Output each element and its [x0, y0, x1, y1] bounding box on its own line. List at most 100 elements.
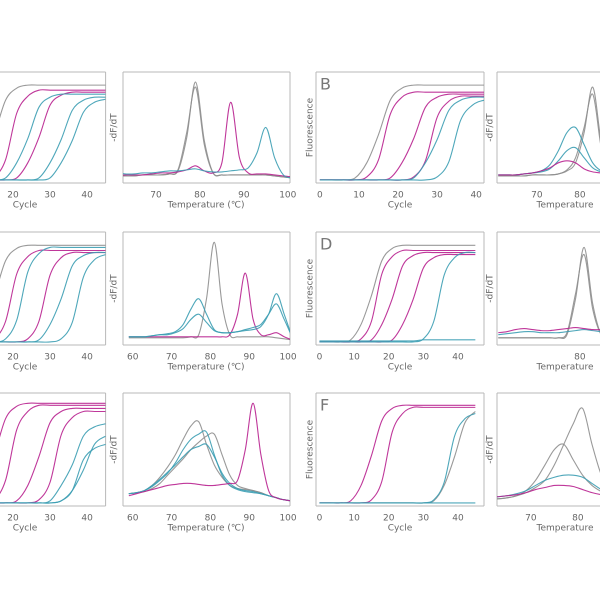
y-axis-label: -dF/dT: [110, 113, 120, 142]
x-tick-label: 60: [127, 353, 139, 363]
curve: [319, 244, 476, 343]
x-tick-label: 30: [431, 191, 443, 201]
x-tick-label: 20: [383, 353, 395, 363]
curve: [319, 251, 476, 343]
x-tick-label: 100: [279, 353, 296, 363]
x-tick-label: 20: [7, 191, 19, 201]
plot-area: [128, 241, 290, 341]
x-axis-label: Cycle: [13, 363, 38, 373]
panel: 0 10 20 30 40 Cycle Fluorescence D: [306, 231, 485, 373]
curve: [0, 98, 106, 181]
panel: 20 30 40 Cycle: [0, 231, 107, 373]
curve: [0, 89, 106, 172]
x-tick-label: 20: [7, 514, 19, 524]
panel: 0 10 20 30 40 Cycle Fluorescence B: [306, 71, 485, 211]
x-tick-label: 40: [81, 191, 93, 201]
curve: [0, 249, 106, 334]
curve: [319, 411, 476, 504]
panel: 70 80 90 100 Temperature (℃) -dF/dT: [110, 71, 297, 211]
x-tick-label: 40: [81, 514, 93, 524]
curve: [498, 254, 600, 339]
x-axis-label: Temperature: [535, 201, 593, 211]
y-axis-label: Fluorescence: [306, 419, 316, 479]
panel: 60 70 80 90 100 Temperature (℃) -dF/dT: [110, 231, 297, 373]
x-tick-label: 30: [418, 514, 430, 524]
curve: [498, 86, 600, 177]
plot-area: [128, 402, 290, 502]
x-tick-label: 80: [574, 191, 586, 201]
curve: [0, 404, 106, 495]
x-tick-label: 70: [525, 514, 537, 524]
curve: [123, 86, 290, 179]
curve: [123, 126, 290, 179]
y-axis-label: -dF/dT: [486, 435, 496, 464]
curve: [0, 246, 106, 343]
curve: [497, 407, 600, 500]
x-tick-label: 20: [7, 353, 19, 363]
curve: [128, 272, 290, 340]
x-axis-label: Temperature: [535, 363, 593, 373]
curve: [0, 84, 106, 119]
x-tick-label: 30: [44, 191, 56, 201]
x-tick-label: 10: [353, 191, 365, 201]
curve: [319, 339, 476, 342]
plot-area: [319, 404, 476, 504]
x-tick-label: 60: [127, 514, 139, 524]
y-axis-label: -dF/dT: [110, 435, 120, 464]
curve: [319, 99, 484, 181]
y-axis-label: -dF/dT: [110, 274, 120, 303]
curve: [0, 410, 106, 504]
curve: [0, 244, 106, 280]
curve: [319, 251, 476, 343]
curve: [128, 402, 290, 502]
curve: [498, 146, 600, 176]
x-tick-label: 70: [150, 191, 162, 201]
curve: [128, 241, 290, 341]
curve: [498, 329, 600, 336]
x-tick-label: 100: [279, 191, 296, 201]
curve: [0, 91, 106, 181]
plot-area: [498, 246, 600, 340]
x-tick-label: 70: [531, 191, 543, 201]
x-tick-label: 30: [44, 353, 56, 363]
panel-label: F: [320, 396, 329, 415]
curve: [498, 326, 600, 334]
curve: [319, 249, 476, 343]
plot-area: [498, 86, 600, 177]
x-axis-label: Temperature (℃): [166, 524, 244, 534]
x-tick-label: 0: [317, 191, 323, 201]
x-tick-label: 0: [317, 353, 323, 363]
plot-area: [123, 81, 290, 179]
curve: [498, 160, 600, 176]
curve: [0, 407, 106, 504]
x-tick-label: 40: [452, 353, 464, 363]
x-tick-label: 30: [44, 514, 56, 524]
panel-label: B: [320, 75, 331, 94]
curve: [319, 96, 484, 181]
x-tick-label: 40: [81, 353, 93, 363]
x-tick-label: 80: [572, 514, 584, 524]
curve: [319, 91, 484, 181]
x-tick-label: 20: [383, 514, 395, 524]
curve: [0, 254, 106, 343]
x-tick-label: 80: [205, 514, 217, 524]
y-axis-label: Fluorescence: [306, 97, 316, 157]
x-axis-label: Cycle: [13, 524, 38, 534]
curve: [498, 246, 600, 340]
x-tick-label: 0: [317, 514, 323, 524]
x-tick-label: 40: [452, 514, 464, 524]
curve: [128, 303, 290, 338]
curve: [319, 84, 484, 181]
x-axis-label: Cycle: [388, 524, 413, 534]
panel-label: D: [320, 235, 332, 254]
x-tick-label: 20: [392, 191, 404, 201]
curve: [319, 253, 476, 343]
x-tick-label: 100: [279, 514, 296, 524]
curve: [319, 93, 484, 181]
curve: [319, 413, 476, 504]
x-tick-label: 10: [348, 514, 360, 524]
curve: [497, 484, 600, 498]
panel: 0 10 20 30 40 Cycle Fluorescence F: [306, 392, 485, 534]
